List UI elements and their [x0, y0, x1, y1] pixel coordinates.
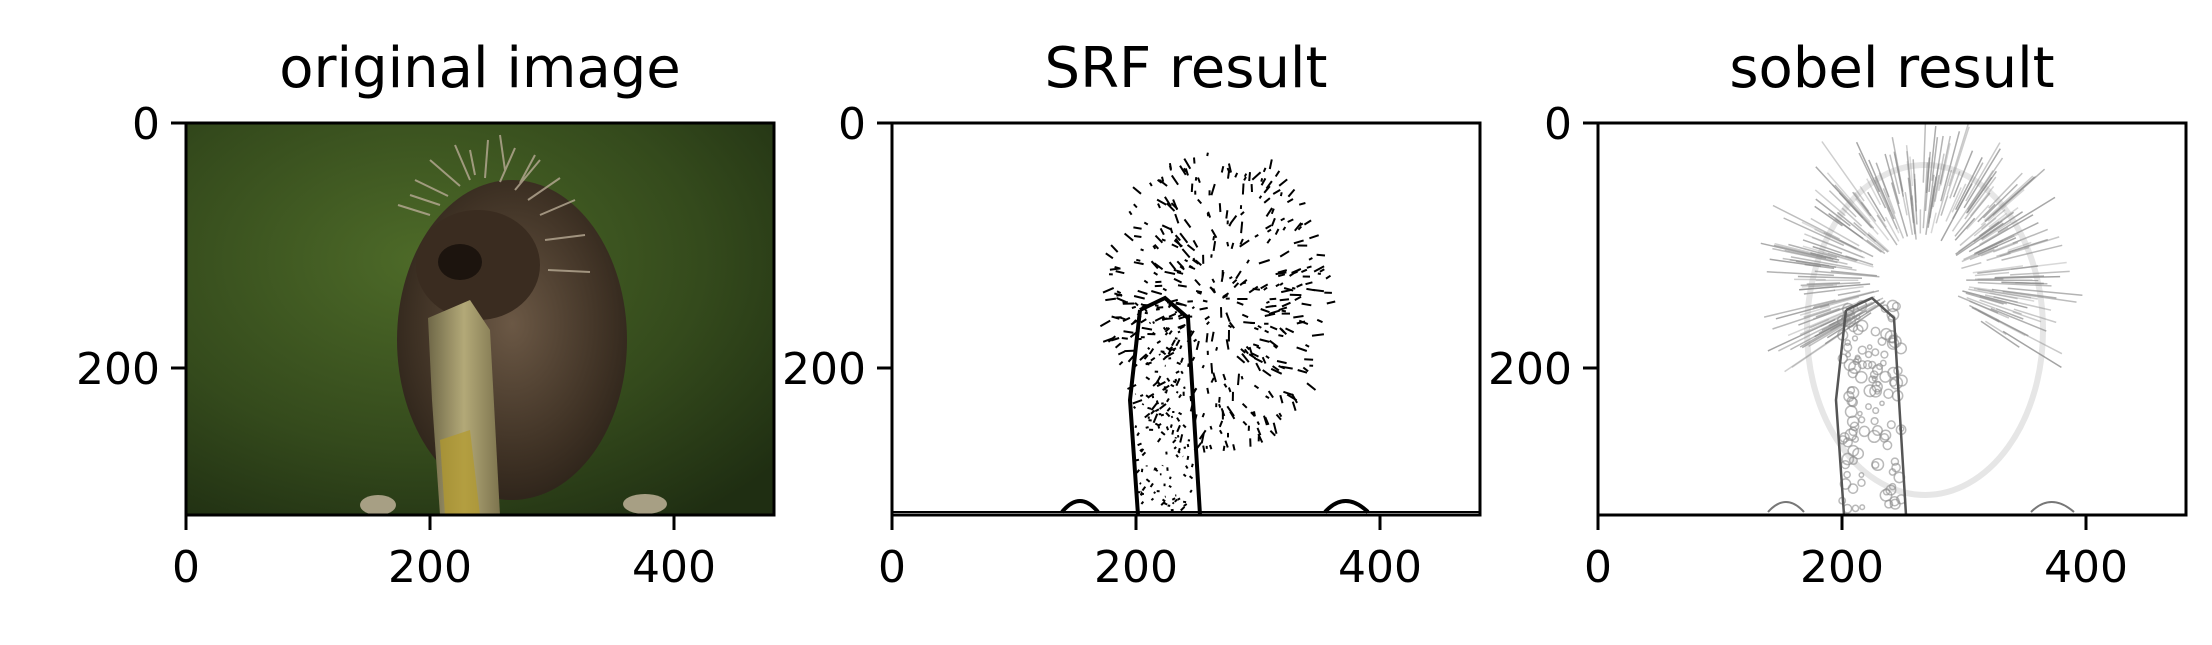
y-tick-label: 200	[76, 344, 160, 395]
panel-title: sobel result	[1729, 36, 2054, 101]
y-axis: 0 200	[76, 99, 186, 395]
x-tick-label: 200	[1094, 542, 1178, 593]
panel-sobel-result: sobel result 0 200 400 0 200	[1488, 36, 2188, 593]
y-tick-label: 0	[838, 99, 866, 150]
x-tick-label: 400	[1338, 542, 1422, 593]
x-tick-label: 0	[172, 542, 200, 593]
porcupine-quills	[397, 134, 591, 273]
x-tick-label: 0	[878, 542, 906, 593]
original-photo	[186, 123, 774, 515]
srf-edge-map	[892, 123, 1480, 515]
panel-srf-result: SRF result 0 200 400 0 200	[782, 36, 1482, 593]
y-tick-label: 0	[132, 99, 160, 150]
x-tick-label: 200	[388, 542, 472, 593]
x-axis: 0 200 400	[1584, 515, 2128, 593]
x-tick-label: 400	[2044, 542, 2128, 593]
y-axis: 0 200	[1488, 99, 1598, 395]
y-tick-label: 200	[782, 344, 866, 395]
x-axis: 0 200 400	[172, 515, 716, 593]
x-tick-label: 0	[1584, 542, 1612, 593]
x-tick-label: 400	[632, 542, 716, 593]
y-axis: 0 200	[782, 99, 892, 395]
sobel-edge-map	[1598, 123, 2186, 515]
panel-title: original image	[279, 36, 681, 101]
y-tick-label: 200	[1488, 344, 1572, 395]
panel-title: SRF result	[1045, 36, 1328, 101]
y-tick-label: 0	[1544, 99, 1572, 150]
x-axis: 0 200 400	[878, 515, 1422, 593]
x-tick-label: 200	[1800, 542, 1884, 593]
panel-original-image: original image	[76, 36, 776, 593]
